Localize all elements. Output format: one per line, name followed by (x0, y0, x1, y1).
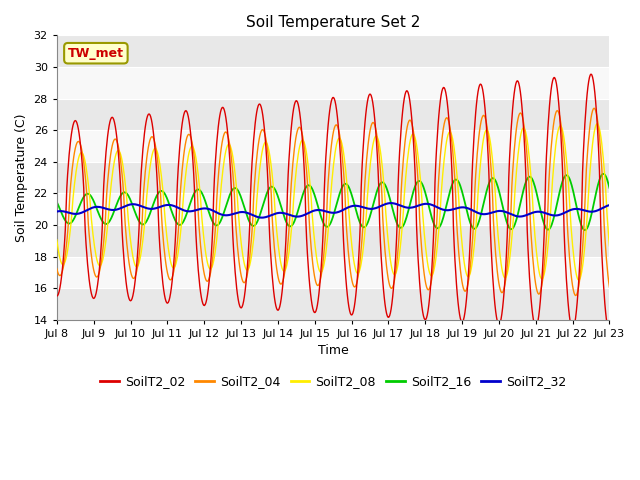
Bar (57, 162, 609, 193)
SoilT2_16 (600, 171, 607, 177)
SoilT2_02 (605, 329, 613, 335)
SoilT2_32 (120, 204, 127, 210)
SoilT2_08 (401, 193, 408, 199)
Y-axis label: Soil Temperature (C): Soil Temperature (C) (15, 113, 28, 242)
SoilT2_04 (605, 284, 613, 290)
Line: SoilT2_08: SoilT2_08 (57, 124, 609, 280)
SoilT2_16 (401, 221, 408, 227)
Bar (57, 98, 609, 130)
SoilT2_04 (572, 293, 579, 299)
Bar (57, 288, 609, 320)
SoilT2_32 (53, 209, 61, 215)
Bar (57, 225, 609, 256)
SoilT2_04 (205, 276, 213, 282)
SoilT2_08 (605, 243, 613, 249)
SoilT2_04 (53, 266, 61, 272)
Legend: SoilT2_02, SoilT2_04, SoilT2_08, SoilT2_16, SoilT2_32: SoilT2_02, SoilT2_04, SoilT2_08, SoilT2_… (95, 370, 572, 393)
Line: SoilT2_04: SoilT2_04 (57, 108, 609, 296)
SoilT2_32 (176, 206, 184, 212)
SoilT2_04 (590, 105, 598, 111)
SoilT2_04 (176, 200, 184, 205)
Line: SoilT2_02: SoilT2_02 (57, 74, 609, 332)
X-axis label: Time: Time (318, 344, 349, 357)
SoilT2_02 (63, 185, 70, 191)
SoilT2_16 (581, 228, 589, 233)
SoilT2_02 (587, 71, 595, 77)
SoilT2_02 (417, 289, 424, 295)
SoilT2_08 (53, 237, 61, 243)
SoilT2_16 (53, 199, 61, 205)
SoilT2_08 (417, 176, 424, 182)
SoilT2_02 (176, 144, 184, 149)
SoilT2_16 (605, 185, 613, 191)
SoilT2_08 (593, 121, 601, 127)
SoilT2_16 (176, 222, 184, 228)
Bar (57, 256, 609, 288)
SoilT2_08 (205, 265, 213, 271)
Bar (57, 36, 609, 67)
SoilT2_04 (120, 192, 127, 197)
Line: SoilT2_32: SoilT2_32 (57, 203, 609, 217)
SoilT2_32 (387, 200, 395, 206)
SoilT2_04 (63, 239, 70, 244)
SoilT2_16 (205, 210, 213, 216)
SoilT2_04 (417, 228, 424, 234)
SoilT2_16 (417, 179, 424, 184)
SoilT2_08 (575, 277, 582, 283)
SoilT2_02 (53, 293, 61, 299)
SoilT2_32 (63, 209, 70, 215)
SoilT2_08 (63, 252, 70, 258)
SoilT2_04 (401, 146, 408, 152)
SoilT2_02 (120, 253, 127, 259)
SoilT2_02 (205, 280, 213, 286)
SoilT2_32 (205, 206, 213, 212)
SoilT2_08 (120, 168, 127, 174)
SoilT2_32 (418, 202, 426, 207)
SoilT2_16 (63, 219, 70, 225)
SoilT2_02 (401, 96, 408, 102)
Bar (57, 193, 609, 225)
Title: Soil Temperature Set 2: Soil Temperature Set 2 (246, 15, 420, 30)
Bar (57, 67, 609, 98)
SoilT2_08 (176, 237, 184, 242)
SoilT2_32 (605, 202, 613, 208)
Line: SoilT2_16: SoilT2_16 (57, 174, 609, 230)
Text: TW_met: TW_met (68, 47, 124, 60)
SoilT2_16 (120, 190, 127, 195)
Bar (57, 130, 609, 162)
SoilT2_32 (258, 215, 266, 220)
SoilT2_32 (402, 204, 410, 210)
